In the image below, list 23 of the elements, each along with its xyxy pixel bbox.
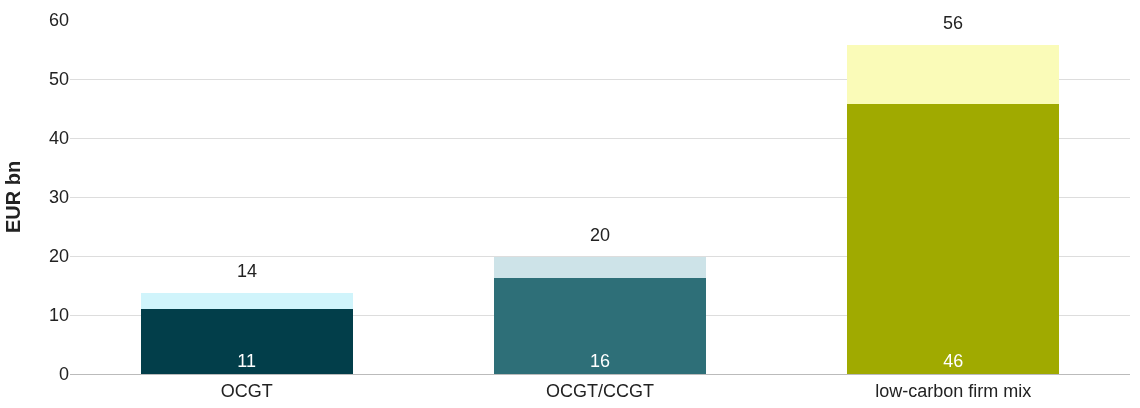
y-axis-title: EUR bn (2, 160, 24, 234)
bar (140, 309, 353, 374)
x-tick-label: OCGT/CCGT (546, 380, 654, 401)
y-tick-label: 0 (58, 364, 69, 385)
total-label: 14 (237, 261, 258, 281)
data-label: 11 (237, 351, 257, 371)
bar (494, 277, 706, 374)
y-tick-label: 40 (48, 128, 69, 149)
y-tick-label: 60 (48, 10, 69, 31)
data-label: 46 (943, 351, 964, 371)
y-tick-label: 30 (48, 187, 69, 208)
bar (140, 293, 353, 310)
y-tick-label: 50 (48, 69, 69, 90)
bar (847, 104, 1060, 374)
data-label: 16 (589, 351, 611, 371)
total-label: 56 (943, 13, 964, 33)
bar (847, 44, 1060, 105)
x-tick-label: low-carbon firm mix (875, 380, 1032, 401)
y-tick-label: 10 (48, 305, 69, 326)
bar (494, 257, 706, 278)
x-tick-label: OCGT (220, 380, 273, 401)
total-label: 20 (590, 225, 611, 245)
y-tick-label: 20 (48, 246, 69, 267)
